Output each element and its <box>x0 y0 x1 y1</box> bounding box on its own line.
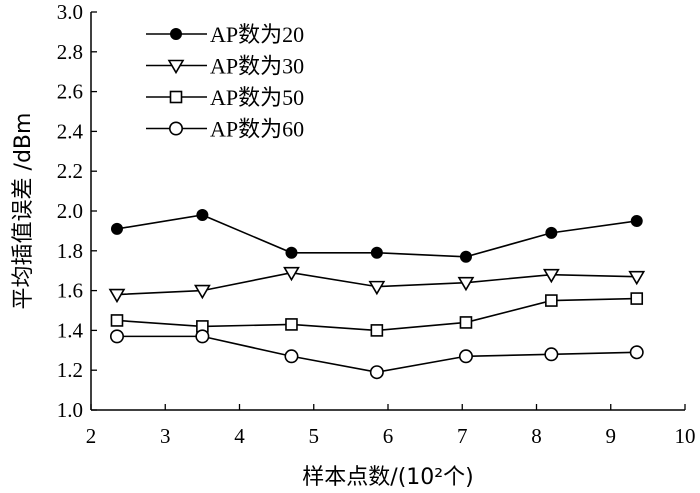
legend-item: AP数为20 <box>146 22 304 47</box>
data-point <box>110 314 124 327</box>
data-point <box>368 280 386 296</box>
x-tick-label: 8 <box>531 424 542 448</box>
legend-label: AP数为60 <box>210 117 304 142</box>
series-1 <box>110 208 643 263</box>
legend-marker <box>167 59 185 75</box>
legend-marker <box>170 27 183 40</box>
y-tick-label: 1.4 <box>57 318 84 342</box>
x-tick-label: 9 <box>606 424 617 448</box>
legend-label: AP数为20 <box>210 22 304 47</box>
data-point <box>459 316 473 329</box>
data-point <box>193 284 211 300</box>
x-tick-label: 6 <box>383 424 394 448</box>
legend-item: AP数为50 <box>146 85 304 110</box>
data-point <box>459 250 472 263</box>
legend-marker <box>169 121 184 136</box>
data-point <box>284 349 299 364</box>
y-tick-label: 1.6 <box>57 279 83 303</box>
data-point <box>370 324 384 337</box>
data-point <box>545 226 558 239</box>
data-point <box>285 246 298 259</box>
x-tick-label: 3 <box>160 424 171 448</box>
data-point <box>630 214 643 227</box>
legend-label: AP数为50 <box>210 85 304 110</box>
y-tick-label: 2.0 <box>57 199 83 223</box>
x-tick-label: 2 <box>86 424 97 448</box>
data-point <box>545 294 558 307</box>
data-point <box>370 246 383 259</box>
series-4 <box>109 329 644 380</box>
y-tick-label: 1.8 <box>57 239 83 263</box>
legend-label: AP数为30 <box>210 54 304 79</box>
series-layer <box>108 208 646 380</box>
data-point <box>544 347 559 362</box>
x-tick-label: 5 <box>309 424 320 448</box>
data-point <box>283 266 300 282</box>
y-tick-label: 2.2 <box>57 159 83 183</box>
series-3 <box>110 292 644 337</box>
legend-marker <box>169 90 183 104</box>
data-point <box>542 268 560 284</box>
y-tick-label: 2.4 <box>57 119 84 143</box>
y-tick-label: 2.6 <box>57 80 83 104</box>
x-axis-title: 样本点数/(10²个) <box>302 465 473 490</box>
data-point <box>195 329 210 344</box>
data-point <box>369 365 384 380</box>
data-point <box>629 345 644 360</box>
x-tick-label: 4 <box>234 424 245 448</box>
data-point <box>628 270 646 286</box>
data-point <box>630 292 644 305</box>
data-point <box>285 318 298 331</box>
legend-item: AP数为30 <box>146 54 304 79</box>
data-point <box>458 349 473 364</box>
y-tick-label: 3.0 <box>57 0 83 24</box>
y-tick-label: 1.0 <box>57 398 83 422</box>
data-point <box>108 288 126 304</box>
x-tick-label: 7 <box>457 424 468 448</box>
y-axis-title: 平均插值误差 /dBm <box>11 113 36 310</box>
data-point <box>457 276 475 292</box>
data-point <box>110 222 123 235</box>
y-tick-label: 1.2 <box>57 358 83 382</box>
x-tick-label: 10 <box>675 424 696 448</box>
y-tick-label: 2.8 <box>57 40 83 64</box>
axes <box>90 12 685 411</box>
ticks: 2 3 4 5 6 7 8 9 10 1.0 1.2 1.4 1.6 1.8 2.0 2.2 2.4 2.6 2.8… <box>57 0 696 448</box>
legend-item: AP数为60 <box>146 117 304 142</box>
data-point <box>109 329 124 344</box>
series-2 <box>108 266 646 304</box>
data-point <box>196 208 209 221</box>
legend: AP数为20 AP数为30 AP数为50 AP数为60 <box>146 22 304 142</box>
